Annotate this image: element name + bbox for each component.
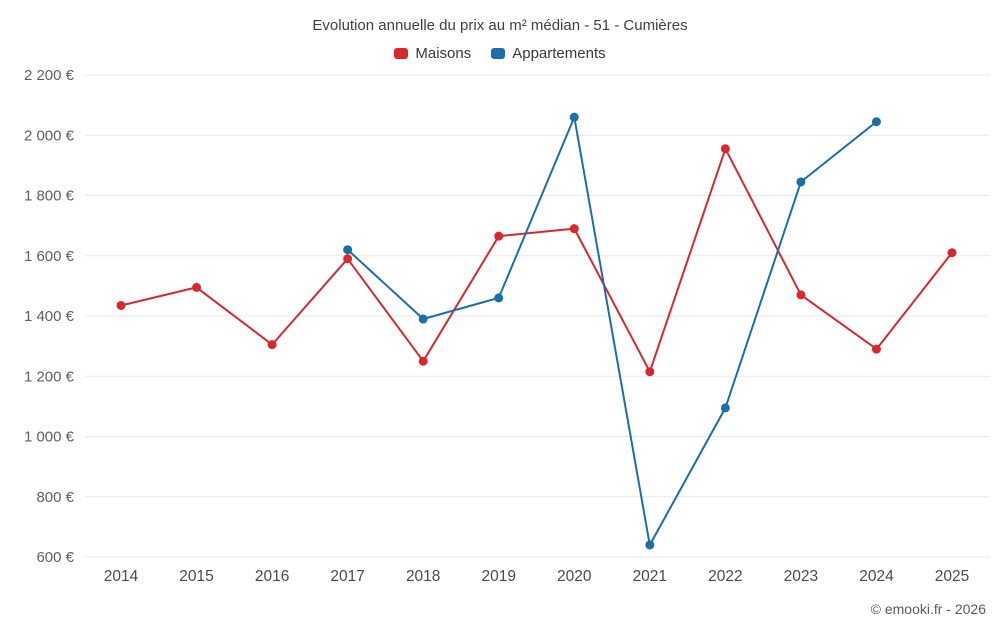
- legend-swatch-appartements: [491, 48, 506, 59]
- data-point-maisons-2017[interactable]: [343, 254, 353, 264]
- y-tick-label: 2 000 €: [24, 127, 75, 144]
- series-line-appartements: [346, 116, 878, 546]
- legend-label: Appartements: [512, 45, 606, 62]
- chart-title: Evolution annuelle du prix au m² médian …: [312, 17, 688, 34]
- y-tick-label: 1 200 €: [24, 368, 75, 385]
- data-point-appartements-2017[interactable]: [343, 245, 353, 255]
- y-tick-label: 1 400 €: [24, 308, 75, 325]
- data-point-maisons-2018[interactable]: [418, 356, 428, 366]
- y-tick-label: 1 600 €: [24, 248, 75, 265]
- data-point-maisons-2022[interactable]: [720, 144, 730, 154]
- data-point-maisons-2015[interactable]: [192, 282, 202, 292]
- y-tick-label: 1 000 €: [24, 429, 75, 446]
- x-tick-label: 2024: [859, 568, 894, 585]
- legend-label: Maisons: [415, 45, 472, 62]
- data-point-appartements-2024[interactable]: [871, 117, 881, 127]
- x-tick-label: 2017: [330, 568, 364, 585]
- x-tick-label: 2015: [179, 568, 213, 585]
- x-tick-label: 2016: [255, 568, 289, 585]
- x-tick-label: 2014: [104, 568, 139, 585]
- data-point-maisons-2021[interactable]: [645, 367, 655, 377]
- x-tick-label: 2019: [481, 568, 515, 585]
- data-point-appartements-2018[interactable]: [418, 314, 428, 324]
- data-point-maisons-2023[interactable]: [796, 290, 806, 300]
- chart-legend: Maisons Appartements: [0, 45, 1000, 62]
- x-tick-label: 2022: [708, 568, 742, 585]
- legend-swatch-maisons: [394, 48, 409, 59]
- data-point-maisons-2020[interactable]: [569, 224, 579, 234]
- data-point-maisons-2016[interactable]: [267, 340, 277, 350]
- data-point-appartements-2021[interactable]: [645, 540, 655, 550]
- data-point-maisons-2024[interactable]: [871, 344, 881, 354]
- data-point-appartements-2023[interactable]: [796, 177, 806, 187]
- data-point-appartements-2022[interactable]: [720, 403, 730, 413]
- data-point-appartements-2019[interactable]: [494, 293, 504, 303]
- x-tick-label: 2020: [557, 568, 592, 585]
- x-tick-label: 2025: [935, 568, 969, 585]
- legend-item-maisons[interactable]: Maisons: [394, 45, 471, 62]
- y-tick-label: 2 200 €: [24, 67, 75, 84]
- series-line-maisons: [120, 147, 953, 373]
- data-point-maisons-2025[interactable]: [947, 248, 957, 258]
- x-tick-label: 2023: [784, 568, 818, 585]
- y-tick-label: 1 800 €: [24, 188, 75, 205]
- data-point-maisons-2014[interactable]: [116, 300, 126, 310]
- data-point-appartements-2020[interactable]: [569, 112, 579, 122]
- legend-item-appartements[interactable]: Appartements: [491, 45, 606, 62]
- copyright-text: © emooki.fr - 2026: [870, 601, 986, 617]
- data-point-maisons-2019[interactable]: [494, 231, 504, 241]
- y-tick-label: 600 €: [36, 549, 74, 566]
- x-tick-label: 2018: [406, 568, 440, 585]
- y-tick-label: 800 €: [36, 489, 74, 506]
- x-tick-label: 2021: [633, 568, 667, 585]
